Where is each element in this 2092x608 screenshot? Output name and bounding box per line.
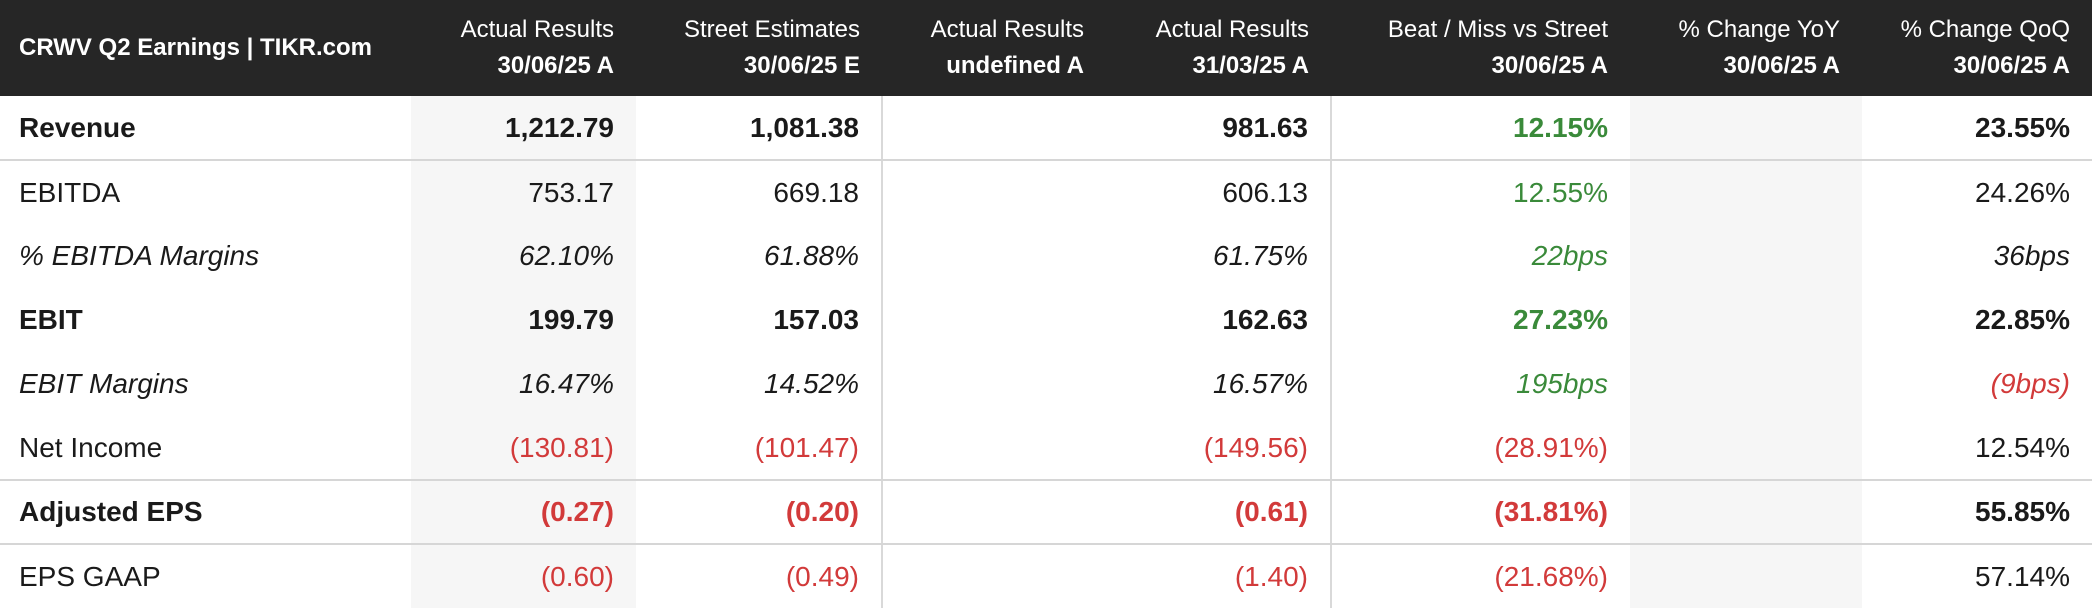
table-row-adjusted-eps: Adjusted EPS (0.27) (0.20) (0.61) (31.81… (0, 480, 2092, 545)
col-header-beat-miss: Beat / Miss vs Street 30/06/25 A (1331, 0, 1630, 96)
table-row-ebit-margins: EBIT Margins 16.47% 14.52% 16.57% 195bps… (0, 352, 2092, 416)
cell-prior-actual: 606.13 (1222, 176, 1308, 208)
table-row-eps-gaap: EPS GAAP (0.60) (0.49) (1.40) (21.68%) 5… (0, 544, 2092, 608)
col-header-top: Street Estimates (683, 16, 860, 43)
col-header-bottom: 30/06/25 A (1723, 52, 1840, 79)
col-header-undefined-actual: Actual Results undefined A (882, 0, 1106, 96)
cell-undefined-actual (881, 416, 1106, 481)
cell-undefined-actual (881, 288, 1106, 352)
col-header-top: % Change QoQ (1900, 16, 2070, 43)
cell-actual: 16.47% (411, 352, 636, 416)
cell-beat-miss: (21.68%) (1330, 544, 1630, 608)
col-header-bottom: 30/06/25 A (1491, 52, 1608, 79)
col-header-bottom: 31/03/25 A (1192, 52, 1309, 79)
cell-undefined-actual (881, 96, 1106, 161)
row-label: EBIT Margins (19, 368, 189, 399)
cell-estimate: 61.88% (764, 240, 859, 271)
row-label: EBIT (19, 304, 83, 335)
cell-undefined-actual (881, 160, 1106, 224)
cell-beat-miss: 12.15% (1330, 96, 1630, 161)
cell-qoq: 22.85% (1975, 304, 2070, 335)
cell-beat-miss: 27.23% (1330, 288, 1630, 352)
table-title: CRWV Q2 Earnings | TIKR.com (0, 0, 411, 96)
col-header-top: % Change YoY (1678, 16, 1840, 43)
cell-yoy (1630, 480, 1862, 545)
cell-estimate: 669.18 (773, 176, 859, 208)
col-header-top: Beat / Miss vs Street (1387, 16, 1608, 43)
cell-estimate: (0.49) (785, 560, 859, 592)
cell-beat-miss: 195bps (1330, 352, 1630, 416)
col-header-yoy: % Change YoY 30/06/25 A (1630, 0, 1862, 96)
col-header-top: Actual Results (930, 16, 1084, 43)
cell-undefined-actual (881, 352, 1106, 416)
cell-yoy (1630, 288, 1862, 352)
col-header-estimate: Street Estimates 30/06/25 E (636, 0, 882, 96)
cell-qoq: (9bps) (1990, 368, 2070, 399)
cell-actual: (0.27) (411, 480, 636, 545)
row-label: EBITDA (19, 176, 121, 208)
cell-estimate: (101.47) (636, 416, 882, 481)
row-label: Revenue (0, 96, 411, 161)
cell-actual: (130.81) (411, 416, 636, 481)
header-row: CRWV Q2 Earnings | TIKR.com Actual Resul… (0, 0, 2092, 96)
col-header-actual: Actual Results 30/06/25 A (411, 0, 636, 96)
table-row-net-income: Net Income (130.81) (101.47) (149.56) (2… (0, 416, 2092, 481)
cell-prior-actual: 61.75% (1213, 240, 1308, 271)
col-header-prior-actual: Actual Results 31/03/25 A (1106, 0, 1331, 96)
col-header-top: Actual Results (460, 16, 614, 43)
table-row-ebit: EBIT 199.79 157.03 162.63 27.23% 22.85% (0, 288, 2092, 352)
cell-estimate: (0.20) (636, 480, 882, 545)
cell-qoq: 36bps (1993, 240, 2070, 271)
cell-undefined-actual (881, 544, 1106, 608)
cell-yoy (1630, 544, 1862, 608)
cell-estimate: 14.52% (764, 368, 859, 399)
cell-yoy (1630, 96, 1862, 161)
cell-prior-actual: 162.63 (1222, 304, 1308, 335)
cell-yoy (1630, 416, 1862, 481)
cell-qoq: 57.14% (1975, 560, 2070, 592)
row-label: Net Income (0, 416, 411, 481)
col-header-bottom: 30/06/25 E (743, 52, 860, 79)
cell-undefined-actual (881, 480, 1106, 545)
cell-estimate: 157.03 (773, 304, 859, 335)
cell-actual: 199.79 (411, 288, 636, 352)
cell-qoq: 12.54% (1862, 416, 2092, 481)
cell-qoq: 23.55% (1862, 96, 2092, 161)
col-header-qoq: % Change QoQ 30/06/25 A (1862, 0, 2092, 96)
cell-qoq: 55.85% (1862, 480, 2092, 545)
cell-prior-actual: (1.40) (1234, 560, 1308, 592)
col-header-bottom: undefined A (946, 52, 1084, 79)
row-label: Adjusted EPS (0, 480, 411, 545)
cell-beat-miss: 12.55% (1330, 160, 1630, 224)
cell-beat-miss: 22bps (1330, 224, 1630, 288)
cell-yoy (1630, 352, 1862, 416)
cell-prior-actual: (149.56) (1106, 416, 1331, 481)
cell-actual: 1,212.79 (411, 96, 636, 161)
row-label: EPS GAAP (19, 560, 161, 592)
cell-yoy (1630, 224, 1862, 288)
col-header-bottom: 30/06/25 A (1953, 52, 2070, 79)
cell-yoy (1630, 160, 1862, 224)
table-row-ebitda-margins: % EBITDA Margins 62.10% 61.88% 61.75% 22… (0, 224, 2092, 288)
cell-actual: 62.10% (411, 224, 636, 288)
cell-prior-actual: 16.57% (1213, 368, 1308, 399)
table-row-revenue: Revenue 1,212.79 1,081.38 981.63 12.15% … (0, 96, 2092, 161)
cell-beat-miss: (31.81%) (1330, 480, 1630, 545)
cell-prior-actual: 981.63 (1106, 96, 1331, 161)
cell-actual: 753.17 (411, 160, 636, 224)
cell-undefined-actual (881, 224, 1106, 288)
table-row-ebitda: EBITDA 753.17 669.18 606.13 12.55% 24.26… (0, 160, 2092, 224)
cell-estimate: 1,081.38 (636, 96, 882, 161)
cell-qoq: 24.26% (1975, 176, 2070, 208)
cell-actual: (0.60) (411, 544, 636, 608)
col-header-bottom: 30/06/25 A (497, 52, 614, 79)
cell-beat-miss: (28.91%) (1330, 416, 1630, 481)
row-label: % EBITDA Margins (19, 240, 260, 271)
cell-prior-actual: (0.61) (1106, 480, 1331, 545)
col-header-top: Actual Results (1155, 16, 1309, 43)
